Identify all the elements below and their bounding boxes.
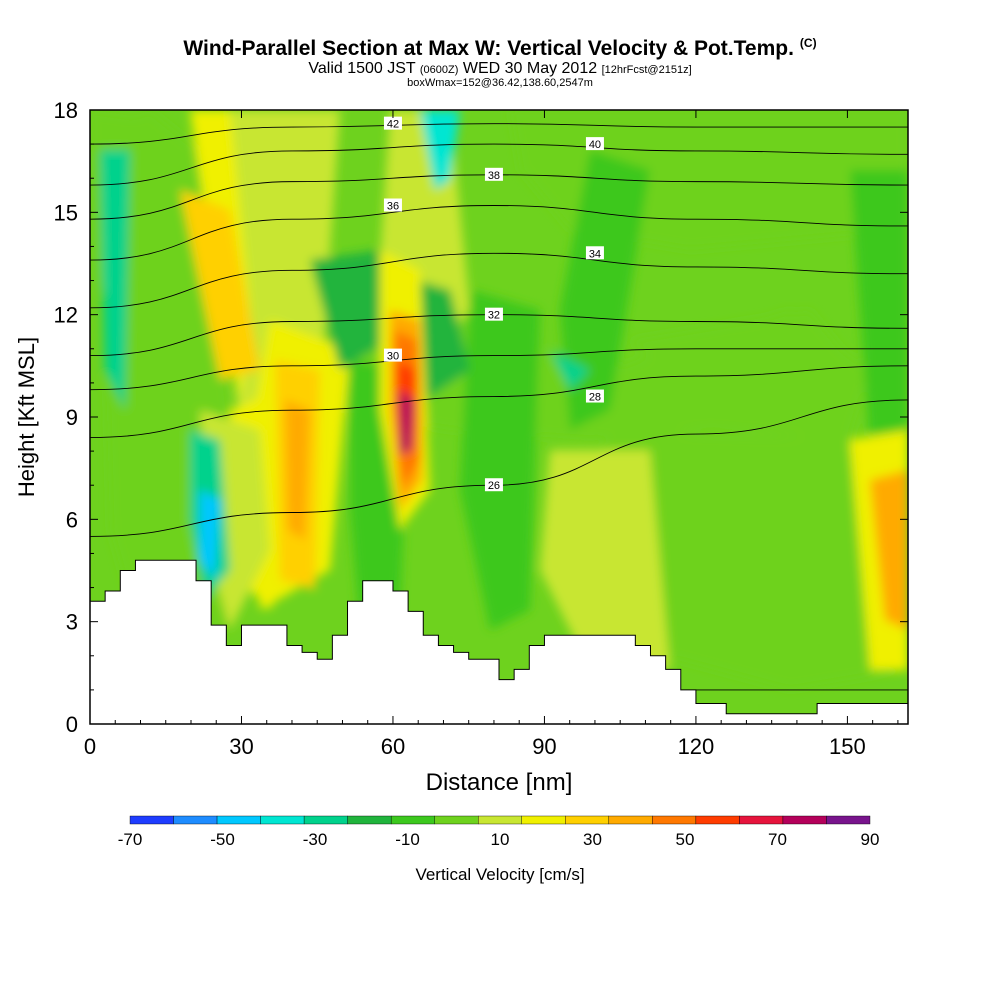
isentrope-label-bg (484, 307, 503, 321)
x-axis-label: Distance [nm] (426, 769, 573, 796)
isentrope-label-bg (585, 137, 604, 151)
colorbar-label: Vertical Velocity [cm/s] (415, 865, 584, 884)
x-tick-label: 30 (229, 734, 253, 759)
terrain-profile (89, 559, 909, 725)
title-text: Wind-Parallel Section at Max W: Vertical… (183, 37, 794, 60)
velocity-region (870, 470, 908, 630)
x-tick-label: 120 (678, 734, 715, 759)
velocity-region (510, 110, 908, 250)
isentrope-label: 34 (589, 248, 601, 260)
velocity-region (180, 190, 260, 380)
velocity-field (90, 110, 908, 724)
y-tick-label: 18 (54, 98, 78, 123)
isentrope-line (90, 365, 908, 438)
isentrope-label-bg (484, 478, 503, 492)
isentrope-label: 32 (488, 310, 500, 322)
colorbar-swatch (173, 815, 218, 825)
y-tick-label: 15 (54, 200, 78, 225)
velocity-region (285, 400, 310, 540)
x-tick-label: 90 (532, 734, 556, 759)
colorbar-swatch (652, 815, 697, 825)
isentrope-label-bg (585, 246, 604, 260)
colorbar-swatch (347, 815, 392, 825)
isentrope-label-bg (585, 389, 604, 403)
colorbar-swatch (216, 815, 261, 825)
velocity-region (630, 310, 860, 420)
velocity-region (850, 170, 908, 470)
y-tick-label: 9 (66, 405, 78, 430)
valid-a: Valid 1500 JST (308, 60, 416, 77)
colorbar-swatch (608, 815, 653, 825)
y-axis-label: Height [Kft MSL] (14, 337, 39, 497)
colorbar-tick-label: 10 (491, 830, 510, 849)
colorbar-swatch (390, 815, 435, 825)
isentrope-label-bg (484, 167, 503, 181)
x-tick-label: 0 (84, 734, 96, 759)
isentrope-label: 26 (488, 480, 500, 492)
x-tick-label: 60 (381, 734, 405, 759)
isentrope-label: 40 (589, 139, 601, 151)
valid-d: [12hrFcst@2151z] (601, 64, 692, 76)
isentrope-label-bg (383, 116, 402, 130)
colorbar-swatch (695, 815, 740, 825)
colorbar-swatch (782, 815, 827, 825)
valid-c: WED 30 May 2012 (462, 60, 598, 77)
colorbar-tick-label: 70 (768, 830, 787, 849)
colorbar: -70 -50 -30 -10 10 30 50 70 90 Vertical Velocity … (118, 815, 880, 884)
isentrope-line (90, 205, 908, 261)
velocity-region (560, 150, 650, 430)
y-tick-label: 3 (66, 610, 78, 635)
colorbar-swatch (739, 815, 784, 825)
y-tick-label: 0 (66, 712, 78, 737)
colorbar-swatch (478, 815, 522, 825)
velocity-region (100, 150, 130, 410)
isentrope-line (90, 252, 908, 309)
isentrope-line (90, 348, 908, 391)
valid-b: (0600Z) (419, 64, 459, 76)
colorbar-tick-label: -50 (210, 830, 235, 849)
colorbar-swatch (826, 815, 871, 825)
colorbar-tick-label: -10 (395, 830, 420, 849)
chart-title: Wind-Parallel Section at Max W: Vertical… (0, 36, 1000, 61)
colorbar-tick-label: 50 (676, 830, 695, 849)
title-mark: (C) (799, 36, 817, 50)
colorbar-swatch (260, 815, 305, 825)
velocity-region (200, 490, 220, 580)
isentrope-label-bg (383, 348, 402, 362)
terrain (89, 559, 909, 725)
colorbar-swatch (565, 815, 610, 825)
colorbar-tick-label: -30 (303, 830, 328, 849)
isentrope-line (90, 123, 908, 145)
colorbar-tick-label: -70 (118, 830, 143, 849)
isentrope-label: 30 (387, 351, 399, 363)
x-tick-label: 150 (829, 734, 866, 759)
valid-time: Valid 1500 JST (0600Z) WED 30 May 2012 [… (0, 60, 1000, 78)
colorbar-swatch (129, 815, 174, 825)
colorbar-swatch (303, 815, 348, 825)
colorbar-swatch (521, 815, 566, 825)
y-tick-label: 6 (66, 507, 78, 532)
velocity-region (540, 450, 670, 670)
isentrope-line (90, 143, 908, 186)
velocity-region (460, 290, 540, 630)
velocity-region (550, 350, 590, 390)
isentrope-label: 36 (387, 201, 399, 213)
field-shading (90, 110, 908, 710)
colorbar-tick-label: 30 (583, 830, 602, 849)
isentrope-label-bg (383, 198, 402, 212)
colorbar-swatch (434, 815, 479, 825)
y-tick-label: 12 (54, 303, 78, 328)
velocity-region (310, 250, 390, 370)
isentrope-label: 38 (488, 170, 500, 182)
velocity-region (399, 390, 414, 455)
velocity-region (420, 110, 460, 190)
colorbar-tick-label: 90 (861, 830, 880, 849)
isentropes: 24262830323436384042 (90, 116, 908, 697)
isentrope-label: 42 (387, 119, 399, 131)
box-info: boxWmax=152@36.42,138.60,2547m (407, 77, 593, 89)
isentrope-label: 28 (589, 392, 601, 404)
